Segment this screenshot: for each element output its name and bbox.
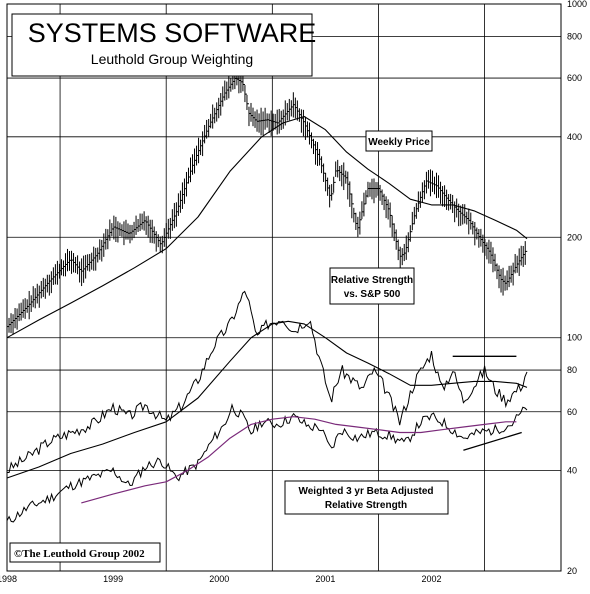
beta-adjusted-rs-trendline bbox=[463, 431, 522, 451]
beta-adjusted-rs-smoothed bbox=[81, 416, 517, 504]
x-tick-label: 2001 bbox=[315, 574, 335, 584]
x-axis: 1998 1999 2000 2001 2002 bbox=[0, 574, 442, 584]
y-tick-label: 800 bbox=[567, 31, 582, 41]
copyright-box bbox=[9, 542, 161, 563]
x-tick-label: 1999 bbox=[103, 574, 123, 584]
y-tick-label: 100 bbox=[567, 333, 582, 343]
relative-strength-moving-average bbox=[6, 320, 528, 479]
y-tick-label: 400 bbox=[567, 132, 582, 142]
annotation-relative-strength: Relative Strength vs. S&P 500 bbox=[329, 267, 415, 305]
price-series bbox=[6, 69, 528, 338]
y-tick-label: 20 bbox=[567, 566, 577, 576]
annotation-beta-rs: Weighted 3 yr Beta Adjusted Relative Str… bbox=[284, 480, 449, 515]
series-group bbox=[6, 69, 528, 523]
relative-strength-line bbox=[7, 290, 528, 473]
x-tick-label: 2000 bbox=[209, 574, 229, 584]
x-tick-label: 2002 bbox=[422, 574, 442, 584]
y-tick-label: 600 bbox=[567, 73, 582, 83]
beta-adjusted-rs-line bbox=[6, 402, 528, 523]
chart-title: SYSTEMS SOFTWARE bbox=[28, 18, 317, 48]
annotation-weekly-price: Weekly Price bbox=[365, 130, 433, 152]
title-box bbox=[11, 13, 313, 77]
y-tick-label: 200 bbox=[567, 232, 582, 242]
annotation-text: Weighted 3 yr Beta Adjusted bbox=[298, 486, 433, 497]
chart-subtitle: Leuthold Group Weighting bbox=[91, 51, 253, 67]
y-tick-label: 1000 bbox=[567, 0, 587, 9]
copyright-text: ©The Leuthold Group 2002 bbox=[14, 548, 145, 560]
annotation-text: Weekly Price bbox=[368, 137, 430, 148]
annotation-text: Relative Strength bbox=[331, 275, 413, 286]
y-tick-label: 40 bbox=[567, 466, 577, 476]
y-tick-label: 80 bbox=[567, 365, 577, 375]
annotation-text: Relative Strength bbox=[325, 500, 407, 511]
x-tick-label: 1998 bbox=[0, 574, 17, 584]
plot-frame bbox=[6, 3, 562, 572]
price-moving-average bbox=[6, 115, 528, 339]
grid bbox=[6, 3, 562, 572]
annotation-text: vs. S&P 500 bbox=[344, 289, 401, 300]
y-tick-label: 60 bbox=[567, 407, 577, 417]
y-axis: 20 40 60 80 100 200 400 600 800 1000 bbox=[567, 0, 587, 576]
